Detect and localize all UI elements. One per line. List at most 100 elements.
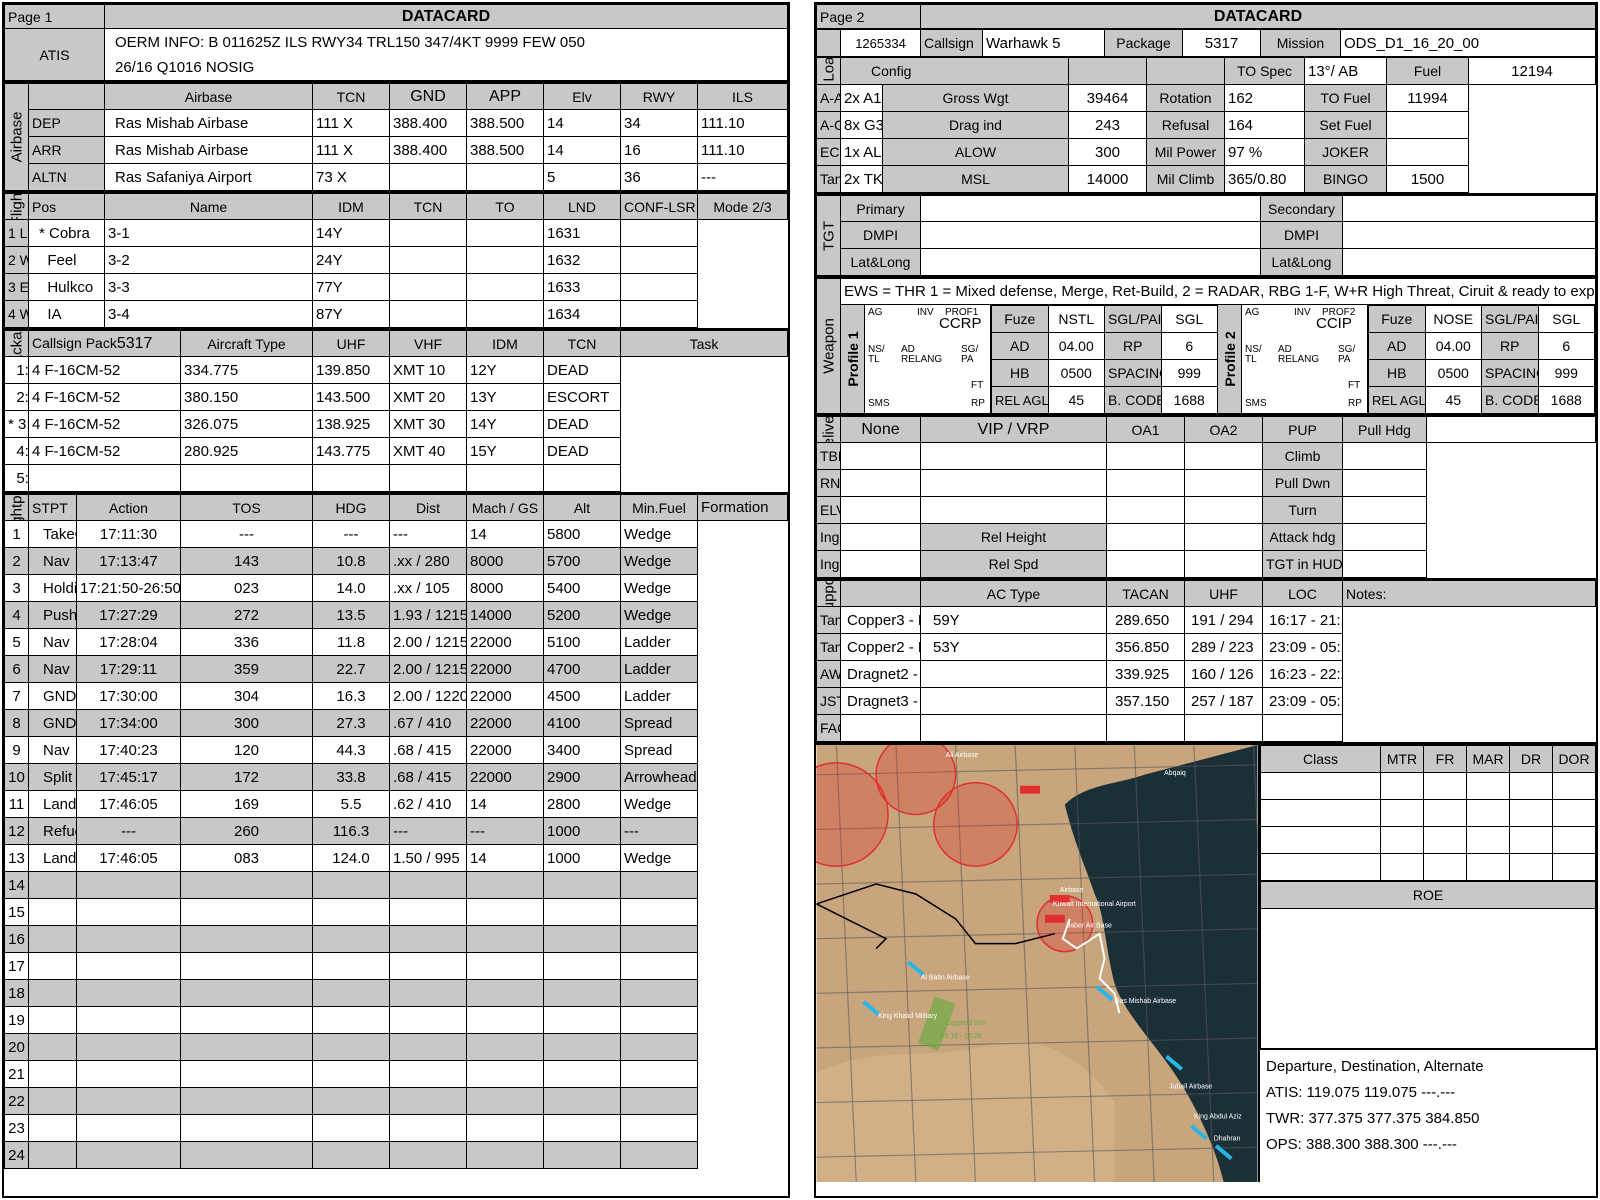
flight-section: Flight [4, 192, 29, 220]
map-label: Al Batin Airbase [921, 974, 970, 981]
flightplan-row: 18 [4, 979, 788, 1007]
comms-block: Departure, Destination, Alternate ATIS: … [1260, 1049, 1596, 1182]
map-label: 16:18 - 22:26 [941, 1033, 982, 1040]
flightplan-row: 19 [4, 1006, 788, 1034]
map-label: King Abdul Aziz [1194, 1113, 1242, 1120]
atis-info: OERM INFO: B 011625Z ILS RWY34 TRL150 34… [104, 28, 788, 81]
flightplan-row: 17 [4, 952, 788, 980]
map-label: Dhahran [1214, 1135, 1241, 1142]
flightplan-row: 16 [4, 925, 788, 953]
map-gridline [1133, 744, 1155, 1183]
loadout-row: Tanks2x TK370MSL14000Mil Climb365/0.80BI… [816, 165, 1596, 193]
weapon-profile-2: Profile 2 AG INV PROF2 CCIP NS/TL AD RELANG SG/P… [1218, 305, 1595, 413]
package-section: Package [4, 329, 29, 357]
map-label: Jubail Airbase [1169, 1084, 1212, 1091]
package-row: 2: Weasel 54 F-16CM-52380.150143.500XMT … [4, 383, 788, 411]
map-image: Ali Airbase Kuwait International Airport J… [783, 734, 1274, 1183]
map-gridline [816, 928, 1258, 940]
package-number: 5317 [1182, 29, 1261, 57]
sms-display: AG INV PROF1 CCRP NS/TL AD RELANG SG/PA FT SMS RP [865, 305, 991, 413]
loadout-row: A-A2x A120B 2x A-9XGross Wgt39464Rotatio… [816, 84, 1596, 112]
airbase-row-arr: ARR Ras Mishab Airbase 111 X 388.400 388… [5, 136, 788, 164]
tgt-table: TGT Primary Secondary DMPI DMPI Lat&Long… [816, 193, 1596, 276]
flightplan-section: Flightplan [4, 493, 29, 521]
support-section: Support [816, 579, 841, 607]
to-spec: 13°/ AB [1304, 57, 1387, 85]
loadout-table: TO / Loadout Config TO Spec 13°/ AB Fuel… [816, 57, 1596, 193]
package-row: 5: [4, 464, 788, 492]
flightplan-row: 11 Land 17:46:05 169 5.5.62 / 410 14 2800 Wedge [4, 790, 788, 818]
loadout-section: TO / Loadout [816, 57, 841, 85]
bottom-section: Ali Airbase Kuwait International Airport J… [783, 734, 1596, 1183]
flightplan-row: 15 [4, 898, 788, 926]
map-label: Abqaiq [1164, 770, 1186, 777]
fuze-value: NSTL [1047, 305, 1105, 333]
atis-line-1: OERM INFO: B 011625Z ILS RWY34 TRL150 34… [115, 33, 585, 51]
roe-table: ROE [1260, 881, 1596, 1049]
threat-marker [1020, 785, 1040, 794]
flightplan-row: 9 Nav 17:40:23 120 44.3.68 / 415 22000 3400 Spr… [4, 736, 788, 764]
airbase-section: Airbase [4, 82, 29, 191]
profile-label: Profile 2 [1218, 305, 1242, 413]
roe-content [1260, 908, 1596, 1049]
delivery-table: Delivery None VIP / VRP OA1 OA2 PUP Pull… [816, 414, 1596, 578]
route-line [816, 903, 888, 950]
airbase-table: Airbase Airbase TCN GND APP Elv RWY ILS … [4, 81, 788, 191]
route-map[interactable]: Ali Airbase Kuwait International Airport J… [783, 734, 1274, 1183]
comms-title: Departure, Destination, Alternate [1266, 1058, 1484, 1075]
delivery-row: TBRGClimb [816, 442, 1596, 470]
flightplan-row: 23 [4, 1114, 788, 1142]
friendly-marker [1095, 985, 1114, 1002]
fuel: 12194 [1468, 57, 1596, 85]
map-gridline [835, 744, 857, 1183]
flightplan-row: 22 [4, 1087, 788, 1115]
friendly-marker [862, 1000, 881, 1017]
callsign-pack: Callsign Pack5317 [28, 329, 181, 357]
comms-twr: TWR: 377.375 377.375 384.850 [1266, 1110, 1480, 1127]
flightplan-rows: 1TakeOff17:11:30---------145800Wedge2Nav… [4, 520, 788, 1169]
tgt-section: TGT [816, 194, 841, 276]
delivery-row: ELVTurn [816, 496, 1596, 524]
map-gridline [895, 744, 917, 1183]
flightplan-row: 5 Nav 17:28:04 336 11.8 2.00 / 1215 22000 5100 L… [4, 628, 788, 656]
flightplan-row: 24 [4, 1141, 788, 1169]
package-table: Package Callsign Pack5317 Aircraft Type … [4, 328, 788, 492]
page2-header: Page 2 DATACARD [816, 4, 1596, 29]
map-gridline [816, 982, 1258, 994]
atis-label: ATIS [4, 28, 105, 81]
flightplan-row: 13 Land 17:46:05 083 124.0 1.50 / 995 14 1000 We… [4, 844, 788, 872]
flightplan-row: 4 Push 17:27:29 272 13.5 1.93 / 1215 14000 5200… [4, 601, 788, 629]
atis-line-2: 26/16 Q1016 NOSIG [115, 58, 255, 76]
mission-info: 1265334 Callsign Warhawk 5 Package 5317 … [816, 29, 1596, 57]
map-gridline [1074, 744, 1096, 1183]
threat-table: Class MTR FR MAR DR DOR [1260, 745, 1596, 881]
airbase-row-altn: ALTN Ras Safaniya Airport 73 X 5 36 --- [5, 163, 788, 191]
delivery-row: RNGPull Dwn [816, 469, 1596, 497]
map-gridline [1193, 744, 1215, 1183]
friendly-marker [1190, 1124, 1208, 1141]
flightplan-row: 2 Nav 17:13:47 143 10.8 .xx / 280 8000 5700 Wedg… [4, 547, 788, 575]
page-title: DATACARD [920, 4, 1596, 29]
weapon-profile-1: Profile 1 AG INV PROF1 CCRP NS/TL AD RELANG SG/P… [841, 305, 1219, 413]
map-label: Ali Airbase [946, 752, 979, 759]
datacard-page-2: Page 2 DATACARD 1265334 Callsign Warhawk… [783, 2, 1598, 1198]
roe-label: ROE [1260, 881, 1596, 909]
flightplan-row: 6 Nav 17:29:11 359 22.7 2.00 / 1215 22000 4700 L… [4, 655, 788, 683]
airbase-header: Airbase [104, 82, 313, 110]
weapon-table: Weapon EWS = THR 1 = Mixed defense, Merg… [816, 276, 1596, 414]
